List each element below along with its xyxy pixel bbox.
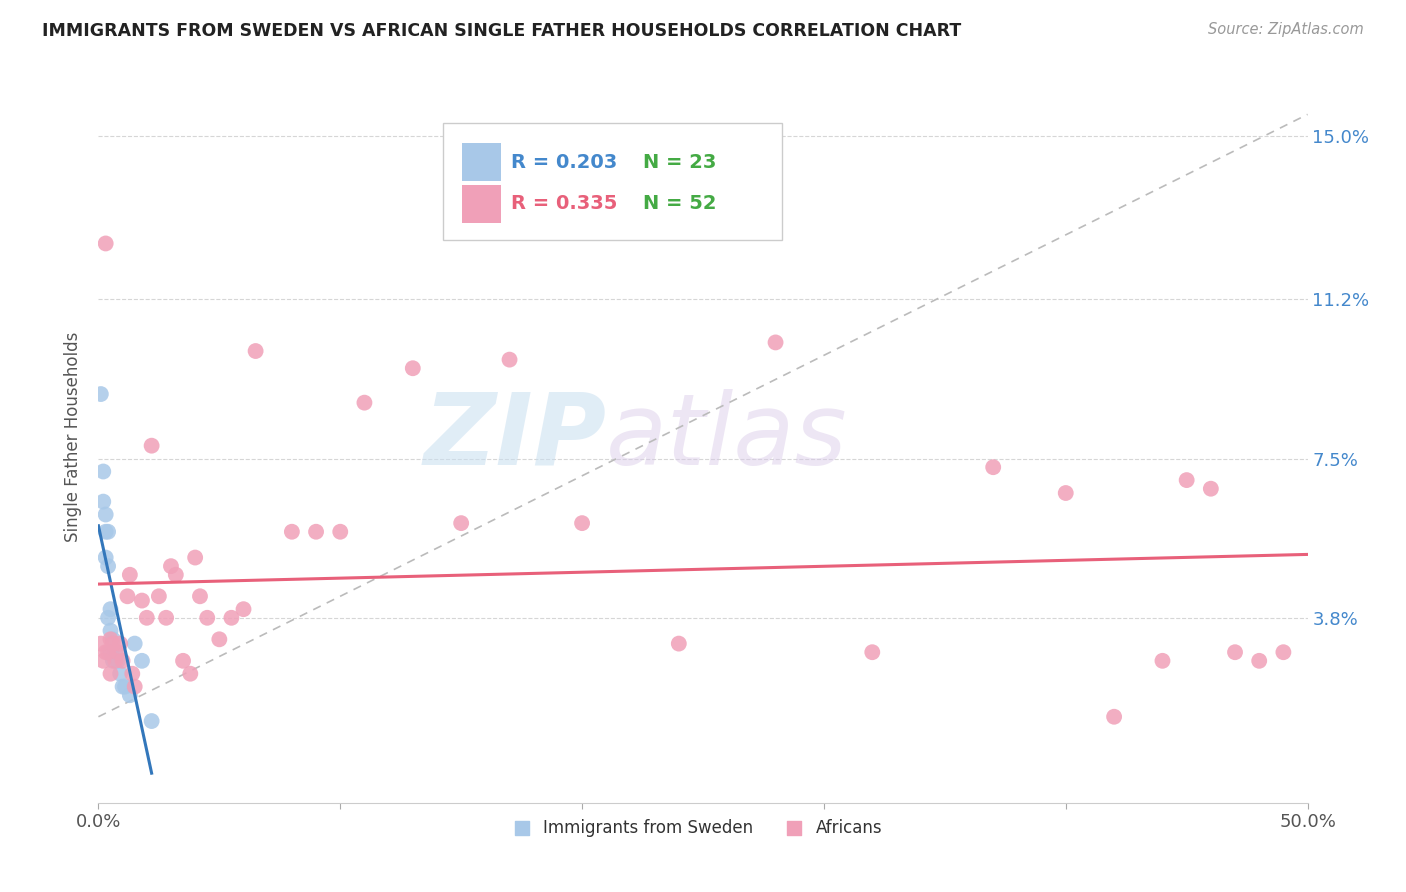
Text: IMMIGRANTS FROM SWEDEN VS AFRICAN SINGLE FATHER HOUSEHOLDS CORRELATION CHART: IMMIGRANTS FROM SWEDEN VS AFRICAN SINGLE… xyxy=(42,22,962,40)
Text: R = 0.335: R = 0.335 xyxy=(510,194,617,213)
Text: atlas: atlas xyxy=(606,389,848,485)
Point xyxy=(981,460,1004,475)
Point xyxy=(221,611,243,625)
Point xyxy=(124,637,146,651)
Point xyxy=(117,589,139,603)
Point xyxy=(245,344,267,359)
FancyBboxPatch shape xyxy=(443,122,782,240)
Point xyxy=(195,611,218,625)
Point xyxy=(1054,486,1077,500)
Point xyxy=(571,516,593,530)
Point xyxy=(118,567,141,582)
Point xyxy=(165,567,187,582)
Point xyxy=(101,632,124,647)
Point xyxy=(97,524,120,539)
Point xyxy=(498,352,520,367)
Point xyxy=(100,624,122,638)
Text: R = 0.203: R = 0.203 xyxy=(510,153,617,171)
Point xyxy=(101,637,124,651)
Point xyxy=(107,654,129,668)
Point xyxy=(184,550,207,565)
Point xyxy=(111,654,134,668)
Point xyxy=(1249,654,1271,668)
FancyBboxPatch shape xyxy=(463,185,501,223)
Point xyxy=(100,632,122,647)
Point xyxy=(94,524,117,539)
Point xyxy=(111,680,134,694)
Point xyxy=(97,611,120,625)
Text: N = 52: N = 52 xyxy=(643,194,716,213)
Point xyxy=(141,714,163,728)
Point xyxy=(1199,482,1222,496)
Point xyxy=(1102,710,1125,724)
Point xyxy=(100,645,122,659)
Point xyxy=(90,637,112,651)
Point xyxy=(179,666,201,681)
Point xyxy=(94,550,117,565)
Point xyxy=(131,593,153,607)
Point xyxy=(281,524,304,539)
Point xyxy=(232,602,254,616)
Point xyxy=(402,361,425,376)
Point xyxy=(94,236,117,251)
FancyBboxPatch shape xyxy=(463,143,501,181)
Point xyxy=(100,602,122,616)
Point xyxy=(155,611,177,625)
Point xyxy=(450,516,472,530)
Point xyxy=(104,654,127,668)
Point xyxy=(668,637,690,651)
Text: Source: ZipAtlas.com: Source: ZipAtlas.com xyxy=(1208,22,1364,37)
Point xyxy=(108,637,131,651)
Point xyxy=(135,611,157,625)
Point xyxy=(329,524,352,539)
Point xyxy=(107,645,129,659)
Text: Africans: Africans xyxy=(815,820,882,838)
Point xyxy=(1223,645,1246,659)
Y-axis label: Single Father Households: Single Father Households xyxy=(65,332,83,542)
Point xyxy=(1152,654,1174,668)
Point xyxy=(172,654,194,668)
Point xyxy=(141,439,163,453)
Point xyxy=(160,559,183,574)
Point xyxy=(131,654,153,668)
Point xyxy=(94,508,117,522)
Point xyxy=(108,666,131,681)
Point xyxy=(124,680,146,694)
Point xyxy=(114,680,136,694)
Text: Immigrants from Sweden: Immigrants from Sweden xyxy=(543,820,754,838)
Point xyxy=(100,666,122,681)
Point xyxy=(91,654,114,668)
Point xyxy=(305,524,328,539)
Text: N = 23: N = 23 xyxy=(643,153,716,171)
Point xyxy=(118,688,141,702)
Point xyxy=(104,645,127,659)
Point xyxy=(101,654,124,668)
Point xyxy=(208,632,231,647)
Point xyxy=(188,589,211,603)
Point xyxy=(91,494,114,508)
Point xyxy=(94,645,117,659)
Point xyxy=(97,559,120,574)
Text: ZIP: ZIP xyxy=(423,389,606,485)
Point xyxy=(121,666,143,681)
Point xyxy=(90,387,112,401)
Point xyxy=(353,395,375,409)
Point xyxy=(91,465,114,479)
Point xyxy=(1175,473,1198,487)
Point xyxy=(97,645,120,659)
Point xyxy=(1272,645,1295,659)
Point xyxy=(860,645,883,659)
Point xyxy=(148,589,170,603)
Point xyxy=(765,335,787,350)
